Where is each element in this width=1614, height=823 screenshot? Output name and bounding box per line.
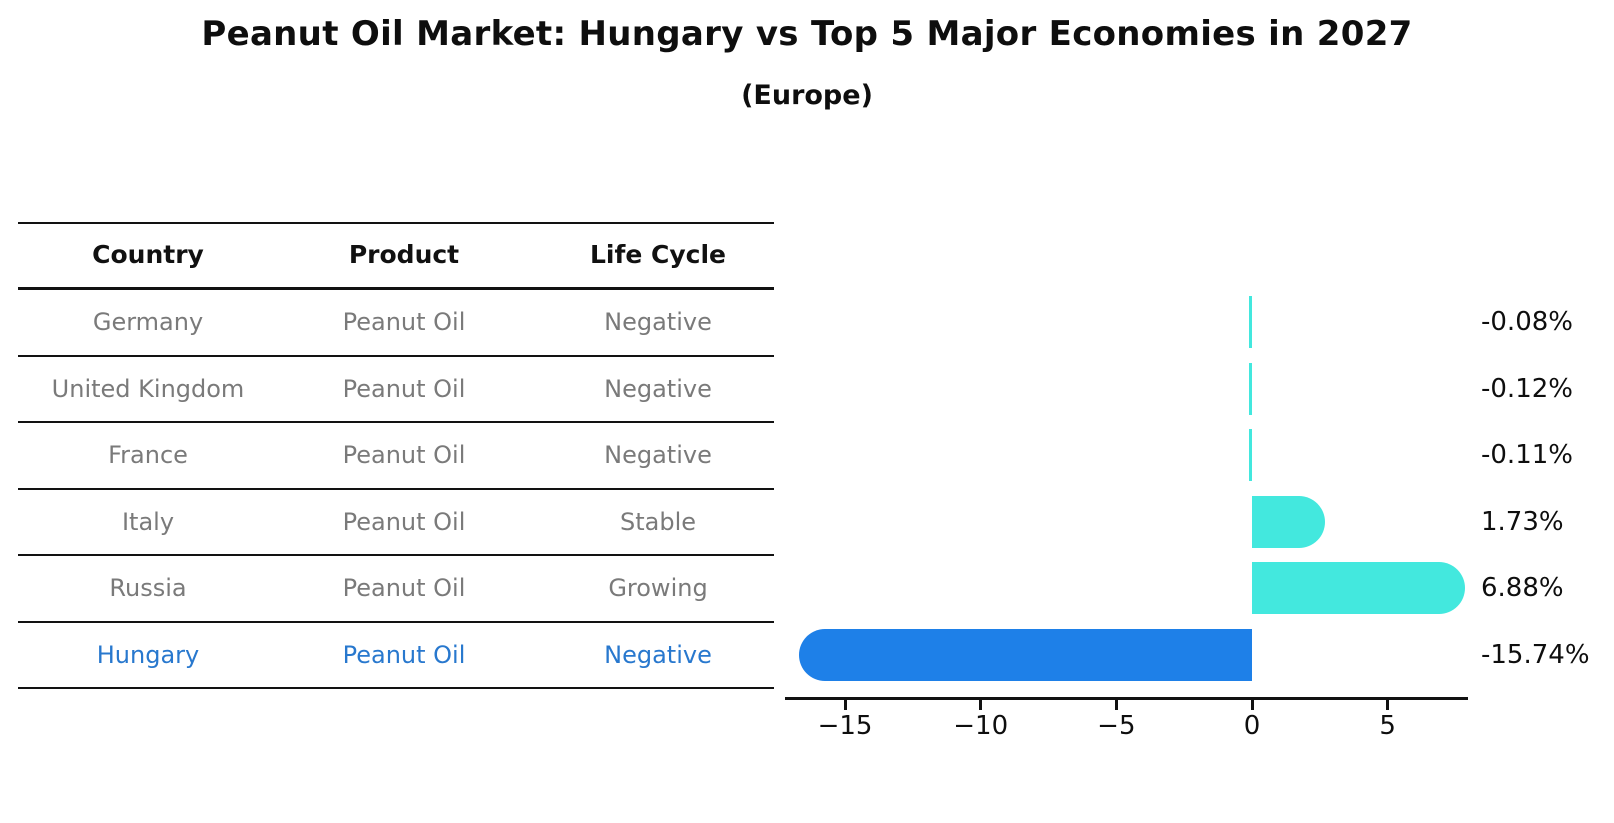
bar-germany [1249,296,1252,348]
bar-united-kingdom [1248,362,1252,415]
x-axis-tick-label: −10 [953,711,1009,741]
x-axis-tick-label: 0 [1243,711,1261,741]
value-label-italy: 1.73% [1481,506,1564,537]
x-axis-tick-mark [843,700,847,710]
x-axis-tick-mark [1386,700,1390,710]
table-cell-country-russia: Russia [109,574,187,602]
table-rule-line [18,488,774,490]
table-rule-line [18,421,774,423]
table-rule-line [18,554,774,556]
table-header-product: Product [348,240,460,269]
value-label-russia: 6.88% [1481,573,1564,603]
table-rule-line [18,621,774,623]
x-axis-line [785,697,1468,700]
table-rule-line [18,687,774,689]
table-cell-product-russia: Peanut Oil [342,574,466,602]
table-cell-country-hungary: Hungary [96,640,200,669]
table-cell-life-cycle-russia: Growing [608,574,708,602]
value-label-hungary: -15.74% [1481,639,1590,670]
table-cell-life-cycle-italy: Stable [619,507,697,536]
table-cell-country-united-kingdom: United Kingdom [51,374,245,403]
table-cell-country-italy: Italy [121,507,175,536]
table-header-country: Country [92,240,204,269]
bar-russia [1252,562,1465,614]
bar-hungary [798,628,1252,681]
bar-italy [1252,495,1325,548]
x-axis-tick-mark [1114,700,1118,710]
x-axis-tick-mark [1250,700,1254,710]
table-rule-line [18,355,774,357]
table-cell-country-france: France [108,441,188,469]
value-label-france: -0.11% [1481,440,1573,470]
table-rule-line [18,287,774,290]
x-axis-tick-label: 5 [1379,711,1396,741]
table-header-life-cycle: Life Cycle [589,240,727,269]
table-cell-product-italy: Peanut Oil [342,507,466,536]
chart-title: Peanut Oil Market: Hungary vs Top 5 Majo… [201,14,1413,54]
table-cell-product-germany: Peanut Oil [342,308,466,336]
table-cell-product-hungary: Peanut Oil [342,640,466,669]
table-cell-life-cycle-hungary: Negative [604,640,712,669]
table-cell-country-germany: Germany [92,308,204,336]
table-cell-product-united-kingdom: Peanut Oil [342,374,466,403]
table-cell-life-cycle-germany: Negative [604,308,712,336]
value-label-united-kingdom: -0.12% [1481,373,1573,404]
table-cell-life-cycle-france: Negative [604,441,712,469]
table-rule-line [18,222,774,224]
x-axis-tick-label: −5 [1097,711,1136,741]
table-cell-product-france: Peanut Oil [342,441,466,469]
bar-france [1249,429,1252,481]
chart-subtitle: (Europe) [741,80,873,111]
table-cell-life-cycle-united-kingdom: Negative [604,374,712,403]
value-label-germany: -0.08% [1481,307,1573,337]
x-axis-tick-label: −15 [817,711,873,741]
x-axis-tick-mark [979,700,983,710]
